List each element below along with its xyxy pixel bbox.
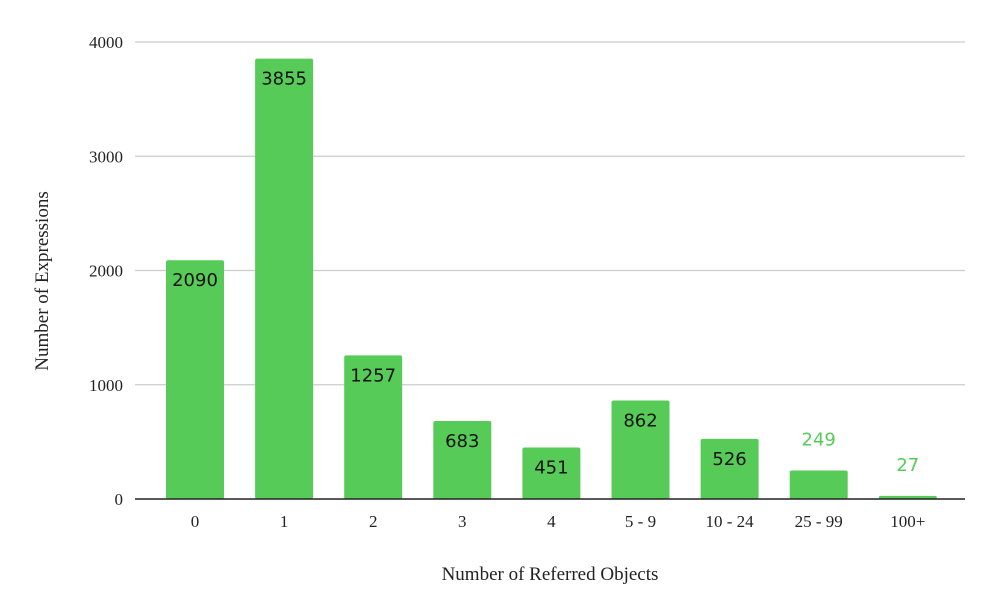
data-label: 27 — [896, 455, 919, 476]
bar — [344, 355, 403, 499]
x-tick-labels: 0 1 2 3 4 5 - 9 10 - 24 25 - 99 100+ — [191, 512, 926, 531]
bar — [789, 470, 848, 499]
y-axis-title: Number of Expressions — [32, 191, 53, 370]
y-tick-label: 2000 — [89, 262, 123, 281]
x-tick-label: 5 - 9 — [625, 512, 656, 531]
data-label: 451 — [534, 457, 568, 478]
data-label: 3855 — [261, 69, 307, 90]
bar — [611, 400, 670, 499]
y-tick-label: 0 — [115, 490, 124, 509]
y-tick-labels: 0 1000 2000 3000 4000 — [89, 33, 123, 509]
y-tick-label: 3000 — [89, 147, 123, 166]
data-label: 249 — [802, 430, 836, 451]
bar — [433, 420, 492, 499]
x-tick-label: 2 — [369, 512, 378, 531]
x-tick-label: 4 — [547, 512, 556, 531]
data-label: 2090 — [172, 270, 218, 291]
bar — [700, 438, 759, 499]
x-tick-label: 10 - 24 — [706, 512, 755, 531]
data-label: 526 — [712, 449, 746, 470]
bar — [522, 447, 581, 499]
data-label: 683 — [445, 431, 479, 452]
bar — [166, 260, 224, 499]
x-axis-title: Number of Referred Objects — [442, 564, 659, 585]
x-tick-label: 3 — [458, 512, 467, 531]
bar — [255, 58, 314, 499]
x-tick-label: 100+ — [890, 512, 925, 531]
x-tick-label: 0 — [191, 512, 200, 531]
data-label: 1257 — [350, 365, 396, 386]
x-tick-label: 1 — [280, 512, 289, 531]
bars — [166, 58, 937, 499]
data-label: 862 — [623, 411, 657, 432]
y-tick-label: 1000 — [89, 376, 123, 395]
y-tick-label: 4000 — [89, 33, 123, 52]
x-tick-label: 25 - 99 — [795, 512, 843, 531]
data-labels: 2090 3855 1257 683 451 862 526 249 27 — [172, 69, 919, 479]
